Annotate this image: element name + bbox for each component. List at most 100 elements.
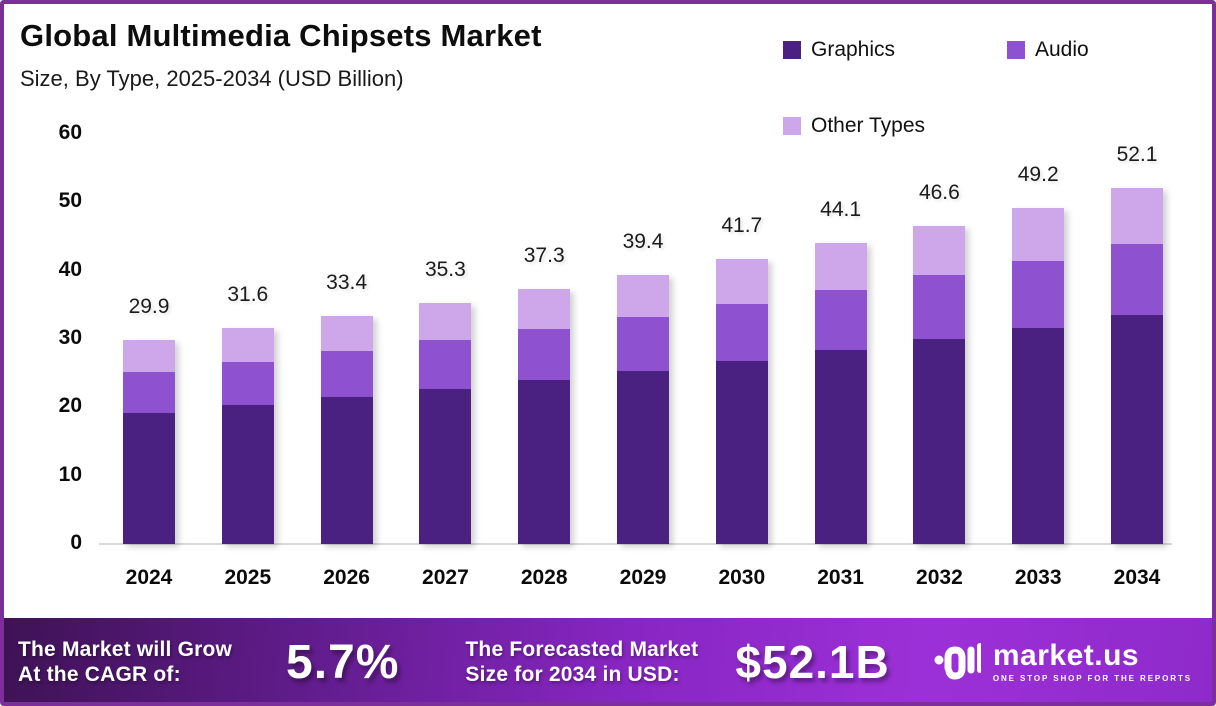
x-axis-label-2026: 2026 (323, 566, 370, 589)
bar-value-label-2032: 46.6 (918, 180, 960, 204)
legend-item-graphics: Graphics (783, 38, 895, 62)
x-axis-label-2033: 2033 (1014, 566, 1062, 589)
legend-item-audio: Audio (1007, 38, 1089, 62)
bar-2033-segment-graphics (1012, 328, 1065, 544)
brand-name: market.us (992, 639, 1140, 672)
bar-2031-segment-audio (814, 289, 867, 350)
market-us-logo-icon (933, 638, 983, 686)
y-axis-tick-40: 40 (58, 257, 82, 281)
bar-2032-segment-graphics (913, 338, 966, 544)
bar-2025 (221, 328, 274, 544)
bar-2032-segment-other-types (913, 225, 966, 276)
forecast-value: $52.1B (735, 636, 890, 688)
bar-2025-segment-audio (221, 362, 274, 406)
bar-2033 (1012, 207, 1065, 544)
y-axis-tick-0: 0 (70, 531, 82, 554)
y-axis-tick-10: 10 (58, 462, 82, 486)
bar-2026-segment-other-types (320, 315, 373, 352)
bar-value-label-2034: 52.1 (1116, 142, 1158, 166)
bar-2028-segment-audio (518, 328, 571, 380)
bar-value-label-2024: 29.9 (128, 294, 170, 318)
bar-2030-segment-audio (715, 304, 768, 361)
x-axis-label-2034: 2034 (1113, 566, 1161, 589)
brand-tagline: ONE STOP SHOP FOR THE REPORTS (992, 674, 1192, 683)
y-axis-tick-50: 50 (58, 189, 82, 213)
bar-2029-segment-audio (617, 317, 669, 372)
bar-2030 (715, 259, 768, 544)
bar-2027-segment-other-types (419, 302, 472, 341)
bar-value-label-2031: 44.1 (820, 197, 862, 221)
bar-value-label-2030: 41.7 (721, 214, 763, 238)
bar-2027-segment-audio (419, 340, 472, 389)
bar-2024-segment-graphics (123, 412, 175, 544)
y-axis-tick-60: 60 (58, 121, 82, 144)
bar-2028-segment-graphics (518, 379, 571, 544)
bar-2025-segment-other-types (221, 328, 274, 363)
legend-swatch (783, 41, 801, 59)
bar-2027-segment-graphics (419, 388, 472, 544)
bar-2024-segment-audio (123, 371, 175, 413)
forecast-label: The Forecasted Market Size for 2034 in U… (465, 637, 717, 687)
bar-value-label-2027: 35.3 (424, 257, 466, 281)
forecast-label-line2: Size for 2034 in USD: (465, 663, 680, 686)
x-axis-label-2030: 2030 (718, 566, 766, 589)
bar-2029 (617, 274, 669, 544)
x-axis-label-2029: 2029 (619, 566, 667, 589)
cagr-value: 5.7% (286, 635, 400, 689)
legend-label: Graphics (811, 38, 896, 61)
legend-swatch (783, 117, 801, 135)
y-axis-tick-30: 30 (58, 326, 82, 349)
bar-2026-segment-audio (320, 351, 373, 398)
bar-2031 (814, 242, 867, 544)
bar-2031-segment-other-types (814, 242, 867, 290)
bar-2033-segment-other-types (1012, 207, 1065, 262)
brand-text: market.us ONE STOP SHOP FOR THE REPORTS (992, 639, 1192, 684)
bar-2031-segment-graphics (814, 349, 867, 544)
bar-2026-segment-graphics (320, 397, 373, 544)
bar-2026 (320, 315, 373, 544)
bar-2034-segment-audio (1111, 244, 1163, 316)
bar-2030-segment-graphics (715, 360, 768, 544)
x-axis-label-2031: 2031 (817, 566, 864, 589)
bar-2034-segment-graphics (1111, 315, 1163, 544)
bar-2030-segment-other-types (715, 259, 768, 305)
y-axis-tick-20: 20 (58, 394, 82, 418)
bar-2034 (1111, 187, 1163, 544)
bar-value-label-2025: 31.6 (227, 283, 269, 307)
x-axis-label-2025: 2025 (224, 566, 272, 589)
bar-2029-segment-other-types (617, 274, 669, 318)
bar-2027 (419, 302, 472, 544)
cagr-label: The Market will Grow At the CAGR of: (18, 637, 276, 687)
bar-2024 (123, 339, 175, 544)
brand-logo: market.us ONE STOP SHOP FOR THE REPORTS (933, 638, 1196, 686)
bar-chart: 0 10 20 30 40 50 60 29.9 2024 31.6 2025 33.4 2026 35.… (4, 4, 1212, 702)
bar-value-label-2033: 49.2 (1017, 162, 1059, 186)
bar-2032-segment-audio (913, 275, 966, 339)
x-axis-line (99, 543, 1172, 545)
bar-value-label-2028: 37.3 (523, 244, 565, 268)
bar-2029-segment-graphics (617, 371, 669, 544)
forecast-label-line1: The Forecasted Market (465, 638, 699, 661)
x-axis-label-2027: 2027 (422, 566, 469, 589)
legend-label: Other Types (811, 114, 926, 137)
page-subtitle: Size, By Type, 2025-2034 (USD Billion) (20, 66, 404, 91)
bar-value-label-2029: 39.4 (622, 229, 664, 253)
bar-2028 (518, 289, 571, 544)
bar-value-label-2026: 33.4 (326, 270, 368, 294)
bar-2025-segment-graphics (221, 405, 274, 544)
bar-2032 (913, 225, 966, 544)
cagr-label-line2: At the CAGR of: (18, 663, 181, 686)
bar-2024-segment-other-types (123, 339, 175, 372)
x-axis-label-2024: 2024 (125, 566, 173, 589)
x-axis-label-2028: 2028 (520, 566, 568, 589)
footer-banner: The Market will Grow At the CAGR of: 5.7… (4, 618, 1212, 702)
page-title: Global Multimedia Chipsets Market (20, 18, 542, 53)
cagr-label-line1: The Market will Grow (18, 638, 233, 661)
legend-label: Audio (1035, 38, 1089, 61)
bar-2028-segment-other-types (518, 289, 571, 329)
bar-2033-segment-audio (1012, 261, 1065, 329)
bar-2034-segment-other-types (1111, 187, 1163, 244)
x-axis-label-2032: 2032 (916, 566, 963, 589)
legend-swatch (1007, 41, 1025, 59)
